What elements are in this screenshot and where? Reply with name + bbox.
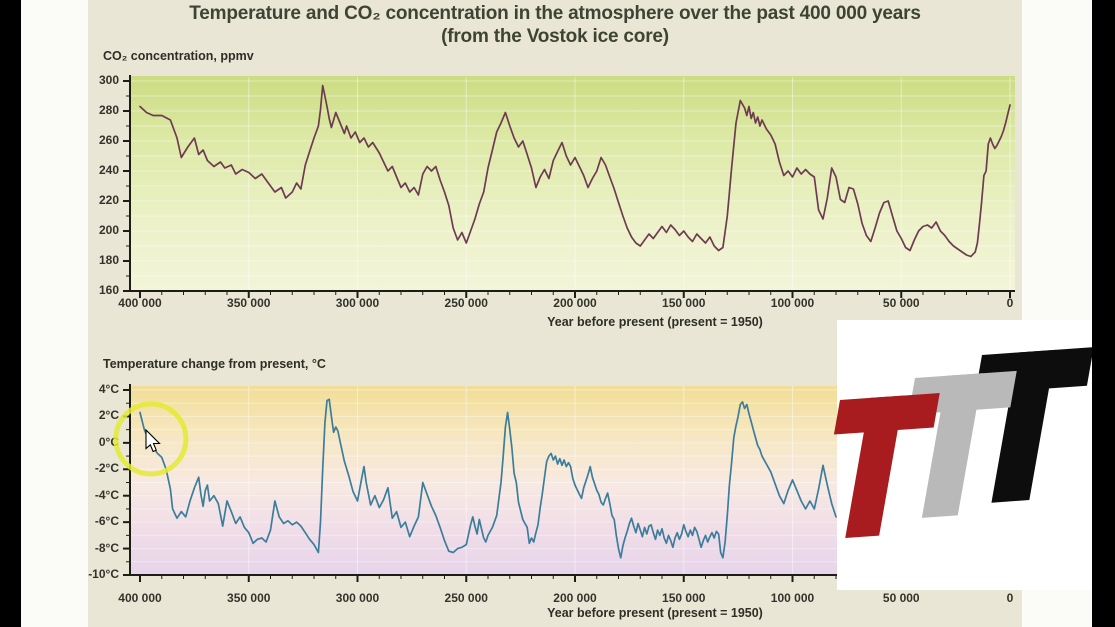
y-tick-label: 280 [98, 103, 119, 117]
temperature-axis-label: Temperature change from present, °C [103, 357, 326, 371]
y-tick-label: 300 [98, 73, 119, 87]
x-tick-label: 100 000 [770, 591, 815, 605]
x-tick-label: 100 000 [770, 296, 815, 310]
co2-plot-area [131, 76, 1015, 292]
letterbox-left [0, 0, 21, 627]
y-tick-label: 200 [98, 223, 119, 237]
x-tick-label: 0 [1006, 591, 1014, 605]
mouse-cursor [145, 428, 161, 453]
figure-subtitle: (from the Vostok ice core) [441, 26, 669, 47]
x-tick-label: 300 000 [335, 296, 380, 310]
x-tick-label: 250 000 [444, 296, 488, 310]
x-tick-label: 150 000 [662, 296, 706, 310]
co2-xaxis-caption: Year before present (present = 1950) [547, 315, 763, 329]
x-tick-label: 300 000 [335, 591, 380, 605]
y-tick-label: 220 [98, 193, 119, 207]
y-tick-label: -6°C [94, 514, 119, 529]
highlight-circle [113, 401, 189, 477]
x-tick-label: 150 000 [662, 591, 706, 605]
x-tick-label: 350 000 [227, 296, 271, 310]
x-tick-label: 350 000 [227, 591, 271, 605]
x-tick-label: 0 [1006, 296, 1014, 310]
x-tick-label: 250 000 [444, 591, 488, 605]
x-tick-label: 400 000 [118, 591, 162, 605]
y-tick-label: 160 [98, 283, 119, 297]
y-tick-label: -2°C [94, 461, 119, 476]
figure-title: Temperature and CO₂ concentration in the… [189, 3, 921, 24]
y-tick-label: 260 [98, 133, 119, 147]
x-tick-label: 200 000 [553, 591, 597, 605]
y-tick-label: -8°C [94, 540, 119, 555]
y-tick-label: 180 [98, 253, 119, 267]
watermark-logo [833, 320, 1094, 590]
x-tick-label: 400 000 [118, 296, 162, 310]
co2-chart [123, 75, 1015, 298]
x-tick-label: 50 000 [882, 591, 920, 605]
y-tick-label: -10°C [88, 567, 119, 581]
co2-axis-label: CO₂ concentration, ppmv [103, 49, 254, 63]
y-tick-label: -4°C [94, 487, 119, 502]
annotations [113, 401, 189, 477]
y-tick-label: 240 [98, 163, 119, 177]
x-tick-label: 50 000 [882, 296, 920, 310]
figure: Temperature and CO₂ concentration in the… [88, 0, 1022, 627]
letterbox-right [1092, 0, 1115, 627]
temperature-xaxis-caption: Year before present (present = 1950) [547, 606, 763, 620]
x-tick-label: 200 000 [553, 296, 597, 310]
y-tick-label: 4°C [98, 382, 119, 396]
y-tick-label: 2°C [98, 408, 119, 423]
